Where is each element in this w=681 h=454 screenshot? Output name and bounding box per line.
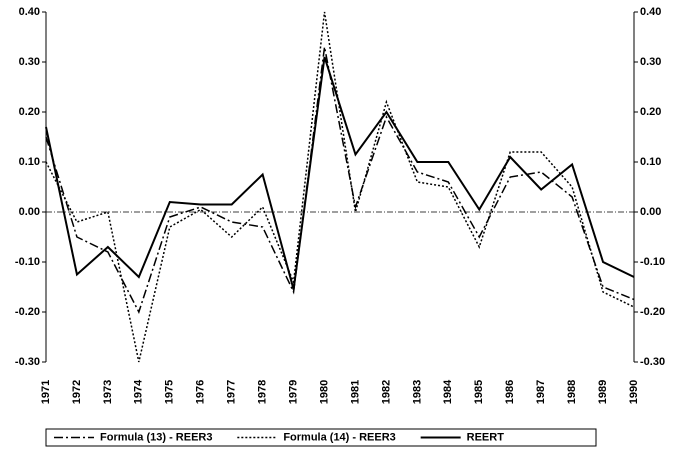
x-tick-label: 1981 (349, 380, 361, 404)
x-tick-label: 1985 (473, 380, 485, 404)
legend-label: Formula (14) - REER3 (283, 431, 395, 443)
x-tick-label: 1979 (287, 380, 299, 404)
x-tick-label: 1989 (597, 380, 609, 404)
x-tick-label: 1972 (71, 380, 83, 404)
series-line (45, 11, 635, 363)
x-tick-label: 1988 (566, 380, 578, 404)
x-tick-label: 1982 (380, 380, 392, 404)
x-tick-label: 1977 (226, 380, 238, 404)
series-line (45, 56, 635, 290)
x-tick-label: 1986 (504, 380, 516, 404)
x-tick-label: 1976 (195, 380, 207, 404)
series-line (45, 46, 635, 314)
y2-tick-label: 0.20 (640, 106, 661, 118)
x-tick-label: 1983 (411, 380, 423, 404)
legend-label: REERT (467, 431, 505, 443)
y-tick-label: 0.10 (19, 156, 40, 168)
y-tick-label: -0.30 (15, 356, 40, 368)
x-tick-label: 1987 (535, 380, 547, 404)
legend-box (45, 428, 597, 447)
legend-label: Formula (13) - REER3 (100, 431, 212, 443)
y2-tick-label: -0.10 (640, 256, 665, 268)
x-tick-label: 1980 (318, 380, 330, 404)
x-tick-label: 1973 (102, 380, 114, 404)
x-tick-label: 1978 (257, 380, 269, 404)
x-tick-label: 1990 (628, 380, 640, 404)
x-tick-label: 1974 (133, 379, 145, 404)
y2-tick-label: -0.30 (640, 356, 665, 368)
y-tick-label: 0.30 (19, 56, 40, 68)
x-tick-label: 1971 (40, 380, 52, 404)
y2-tick-label: 0.10 (640, 156, 661, 168)
y-tick-label: 0.40 (19, 6, 40, 18)
y-tick-label: 0.00 (19, 206, 40, 218)
y-tick-label: -0.20 (15, 306, 40, 318)
y-tick-label: -0.10 (15, 256, 40, 268)
y2-tick-label: 0.40 (640, 6, 661, 18)
y2-tick-label: -0.20 (640, 306, 665, 318)
x-tick-label: 1984 (442, 379, 454, 404)
x-tick-label: 1975 (164, 380, 176, 404)
y-tick-label: 0.20 (19, 106, 40, 118)
y2-tick-label: 0.00 (640, 206, 661, 218)
y2-tick-label: 0.30 (640, 56, 661, 68)
